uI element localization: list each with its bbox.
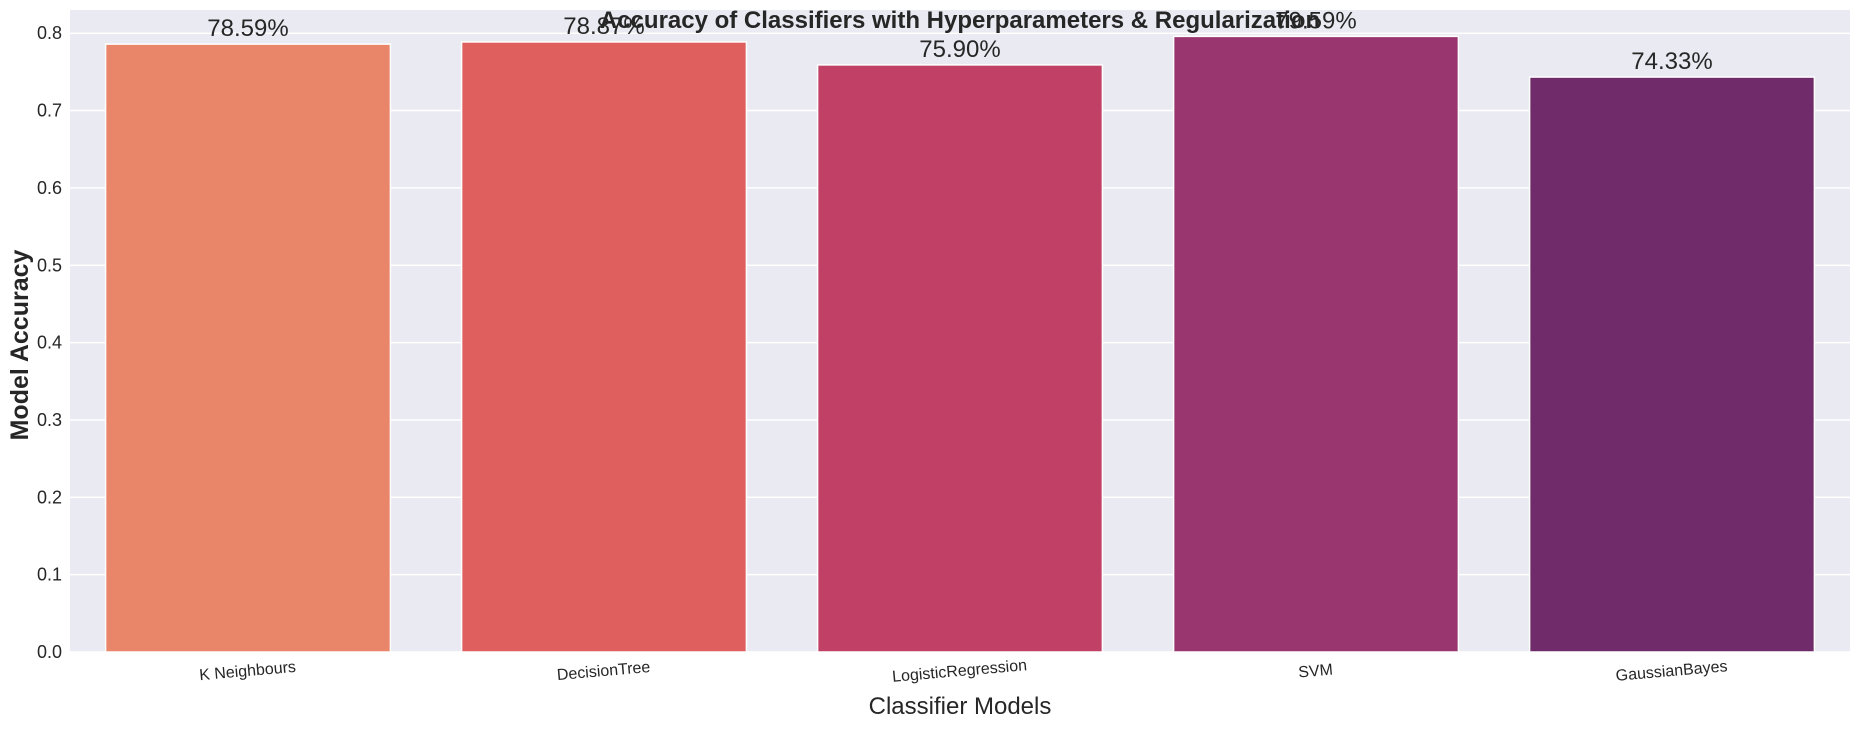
bar-logisticregression: [816, 64, 1104, 653]
y-tick-label: 0.8: [37, 23, 62, 43]
bar-k-neighbours: [104, 43, 392, 653]
y-tick-label: 0.1: [37, 565, 62, 585]
y-tick-label: 0.7: [37, 101, 62, 121]
y-axis-label: Model Accuracy: [6, 250, 34, 441]
bars: [104, 35, 1816, 653]
bar-value-label: 78.59%: [207, 15, 288, 42]
bar-svm: [1172, 35, 1460, 653]
x-tick-label: GaussianBayes: [1615, 658, 1728, 685]
bar-value-label: 74.33%: [1631, 48, 1712, 75]
y-axis-ticks: 0.0 0.1 0.2 0.3 0.4 0.5 0.6 0.7 0.8: [37, 23, 62, 662]
x-axis-label: Classifier Models: [869, 693, 1052, 720]
y-tick-label: 0.5: [37, 255, 62, 275]
bar-value-label: 75.90%: [919, 36, 1000, 63]
x-axis-ticks: K Neighbours DecisionTree LogisticRegressi…: [199, 657, 1729, 686]
bar-gaussianbayes: [1528, 76, 1816, 653]
x-tick-label: LogisticRegression: [892, 657, 1028, 686]
y-tick-label: 0.2: [37, 487, 62, 507]
bar-value-label: 79.59%: [1275, 7, 1356, 34]
bar-decisiontree: [460, 41, 748, 653]
x-tick-label: K Neighbours: [199, 659, 297, 684]
y-tick-label: 0.4: [37, 333, 62, 353]
bar-value-label: 78.87%: [563, 13, 644, 40]
x-tick-label: DecisionTree: [556, 659, 651, 684]
chart-title: Accuracy of Classifiers with Hyperparame…: [600, 7, 1320, 34]
data-labels: 78.59% 78.87% 75.90% 79.59% 74.33%: [207, 7, 1712, 75]
y-tick-label: 0.3: [37, 410, 62, 430]
x-tick-label: SVM: [1298, 662, 1334, 682]
y-tick-label: 0.6: [37, 178, 62, 198]
y-tick-label: 0.0: [37, 642, 62, 662]
